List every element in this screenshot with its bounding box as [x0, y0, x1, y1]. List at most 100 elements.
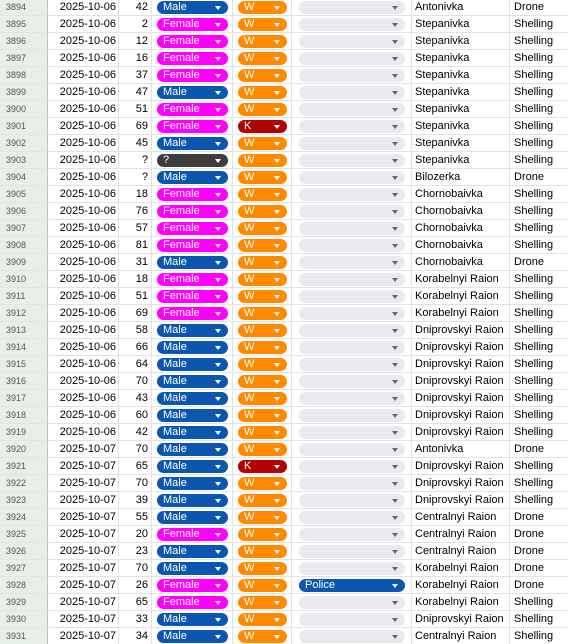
status-dropdown[interactable]: W	[238, 375, 287, 388]
role-dropdown[interactable]: Police	[299, 579, 405, 592]
role-dropdown[interactable]	[299, 205, 405, 218]
role-dropdown[interactable]	[299, 528, 405, 541]
status-dropdown[interactable]: W	[238, 222, 287, 235]
gender-dropdown[interactable]: Female	[157, 596, 228, 609]
role-dropdown[interactable]	[299, 137, 405, 150]
gender-dropdown[interactable]: Male	[157, 545, 228, 558]
role-dropdown[interactable]	[299, 86, 405, 99]
gender-dropdown[interactable]: Female	[157, 290, 228, 303]
role-dropdown[interactable]	[299, 460, 405, 473]
role-dropdown[interactable]	[299, 35, 405, 48]
status-dropdown[interactable]: K	[238, 460, 287, 473]
role-dropdown[interactable]	[299, 188, 405, 201]
status-dropdown[interactable]: W	[238, 290, 287, 303]
status-dropdown[interactable]: W	[238, 256, 287, 269]
gender-dropdown[interactable]: Male	[157, 494, 228, 507]
status-dropdown[interactable]: W	[238, 69, 287, 82]
gender-dropdown[interactable]: Female	[157, 35, 228, 48]
status-dropdown[interactable]: W	[238, 409, 287, 422]
role-dropdown[interactable]	[299, 562, 405, 575]
status-dropdown[interactable]: W	[238, 1, 287, 14]
role-dropdown[interactable]	[299, 18, 405, 31]
gender-dropdown[interactable]: Male	[157, 409, 228, 422]
gender-dropdown[interactable]: Male	[157, 511, 228, 524]
status-dropdown[interactable]: W	[238, 545, 287, 558]
role-dropdown[interactable]	[299, 494, 405, 507]
gender-dropdown[interactable]: Female	[157, 18, 228, 31]
gender-dropdown[interactable]: Male	[157, 613, 228, 626]
status-dropdown[interactable]: W	[238, 392, 287, 405]
status-dropdown[interactable]: W	[238, 477, 287, 490]
gender-dropdown[interactable]: Male	[157, 1, 228, 14]
role-dropdown[interactable]	[299, 426, 405, 439]
gender-dropdown[interactable]: Male	[157, 324, 228, 337]
gender-dropdown[interactable]: Male	[157, 341, 228, 354]
role-dropdown[interactable]	[299, 1, 405, 14]
role-dropdown[interactable]	[299, 69, 405, 82]
role-dropdown[interactable]	[299, 307, 405, 320]
gender-dropdown[interactable]: Male	[157, 171, 228, 184]
gender-dropdown[interactable]: Female	[157, 307, 228, 320]
status-dropdown[interactable]: W	[238, 86, 287, 99]
role-dropdown[interactable]	[299, 171, 405, 184]
status-dropdown[interactable]: W	[238, 154, 287, 167]
status-dropdown[interactable]: W	[238, 52, 287, 65]
role-dropdown[interactable]	[299, 409, 405, 422]
gender-dropdown[interactable]: Female	[157, 120, 228, 133]
status-dropdown[interactable]: W	[238, 188, 287, 201]
role-dropdown[interactable]	[299, 341, 405, 354]
status-dropdown[interactable]: K	[238, 120, 287, 133]
gender-dropdown[interactable]: Female	[157, 239, 228, 252]
gender-dropdown[interactable]: Female	[157, 222, 228, 235]
status-dropdown[interactable]: W	[238, 35, 287, 48]
role-dropdown[interactable]	[299, 324, 405, 337]
status-dropdown[interactable]: W	[238, 358, 287, 371]
role-dropdown[interactable]	[299, 358, 405, 371]
gender-dropdown[interactable]: Female	[157, 103, 228, 116]
gender-dropdown[interactable]: Male	[157, 392, 228, 405]
role-dropdown[interactable]	[299, 103, 405, 116]
role-dropdown[interactable]	[299, 120, 405, 133]
status-dropdown[interactable]: W	[238, 511, 287, 524]
gender-dropdown[interactable]: Female	[157, 528, 228, 541]
status-dropdown[interactable]: W	[238, 613, 287, 626]
gender-dropdown[interactable]: Female	[157, 52, 228, 65]
gender-dropdown[interactable]: Male	[157, 443, 228, 456]
role-dropdown[interactable]	[299, 392, 405, 405]
role-dropdown[interactable]	[299, 443, 405, 456]
gender-dropdown[interactable]: Male	[157, 460, 228, 473]
gender-dropdown[interactable]: Female	[157, 273, 228, 286]
status-dropdown[interactable]: W	[238, 630, 287, 643]
gender-dropdown[interactable]: ?	[157, 154, 228, 167]
gender-dropdown[interactable]: Female	[157, 205, 228, 218]
gender-dropdown[interactable]: Male	[157, 477, 228, 490]
gender-dropdown[interactable]: Male	[157, 375, 228, 388]
status-dropdown[interactable]: W	[238, 171, 287, 184]
gender-dropdown[interactable]: Female	[157, 69, 228, 82]
gender-dropdown[interactable]: Male	[157, 358, 228, 371]
status-dropdown[interactable]: W	[238, 18, 287, 31]
status-dropdown[interactable]: W	[238, 562, 287, 575]
gender-dropdown[interactable]: Male	[157, 137, 228, 150]
status-dropdown[interactable]: W	[238, 324, 287, 337]
role-dropdown[interactable]	[299, 477, 405, 490]
status-dropdown[interactable]: W	[238, 596, 287, 609]
status-dropdown[interactable]: W	[238, 426, 287, 439]
status-dropdown[interactable]: W	[238, 443, 287, 456]
status-dropdown[interactable]: W	[238, 137, 287, 150]
role-dropdown[interactable]	[299, 290, 405, 303]
role-dropdown[interactable]	[299, 154, 405, 167]
gender-dropdown[interactable]: Female	[157, 188, 228, 201]
role-dropdown[interactable]	[299, 596, 405, 609]
role-dropdown[interactable]	[299, 375, 405, 388]
gender-dropdown[interactable]: Male	[157, 256, 228, 269]
status-dropdown[interactable]: W	[238, 103, 287, 116]
status-dropdown[interactable]: W	[238, 528, 287, 541]
status-dropdown[interactable]: W	[238, 273, 287, 286]
role-dropdown[interactable]	[299, 545, 405, 558]
role-dropdown[interactable]	[299, 256, 405, 269]
role-dropdown[interactable]	[299, 273, 405, 286]
gender-dropdown[interactable]: Male	[157, 562, 228, 575]
gender-dropdown[interactable]: Male	[157, 86, 228, 99]
status-dropdown[interactable]: W	[238, 341, 287, 354]
